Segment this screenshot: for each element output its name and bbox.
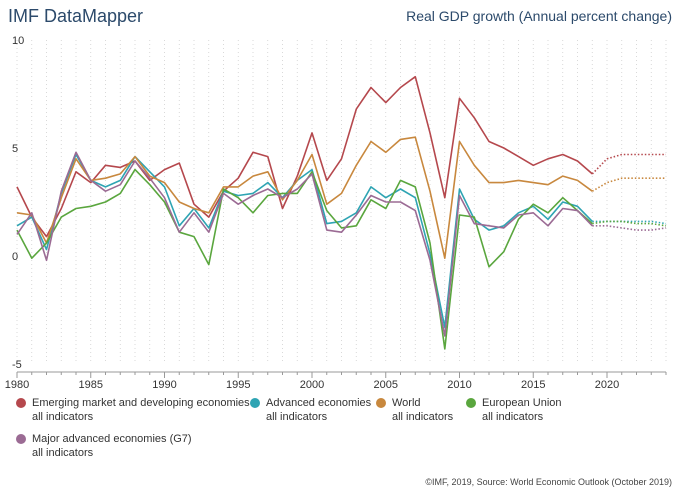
legend-label-eu: European Union (482, 397, 562, 409)
x-tick-label-1980: 1980 (5, 379, 29, 391)
legend-sub-emerging: all indicators (32, 411, 94, 423)
series-forecast-4 (592, 225, 667, 231)
x-tick-label-2010: 2010 (447, 379, 471, 391)
legend-dot-g7 (16, 434, 26, 444)
legend-sub-g7: all indicators (32, 447, 94, 459)
x-tick-label-2015: 2015 (521, 379, 545, 391)
legend-label-world: World (392, 397, 421, 409)
legend-sub-advanced: all indicators (266, 411, 328, 423)
legend-dot-advanced (250, 398, 260, 408)
x-tick-label-1985: 1985 (79, 379, 103, 391)
legend-sub-world: all indicators (392, 411, 454, 423)
chart-title: Real GDP growth (Annual percent change) (406, 8, 672, 24)
x-tick-label-2020: 2020 (595, 379, 619, 391)
legend-dot-eu (466, 398, 476, 408)
y-tick-label-10: 10 (12, 35, 24, 47)
series-line-2 (16, 136, 593, 260)
legend-label-emerging: Emerging market and developing economies (32, 397, 250, 409)
y-tick-label-5: 5 (12, 143, 18, 155)
legend-dot-emerging (16, 398, 26, 408)
x-tick-label-2000: 2000 (300, 379, 324, 391)
legend-label-g7: Major advanced economies (G7) (32, 433, 192, 445)
legend-label-advanced: Advanced economies (266, 397, 372, 409)
series-forecast-0 (591, 153, 666, 175)
series-forecast-2 (591, 177, 666, 192)
legend-dot-world (376, 398, 386, 408)
y-tick-label--5: -5 (12, 359, 22, 371)
legend-sub-eu: all indicators (482, 411, 544, 423)
y-tick-label-0: 0 (12, 251, 18, 263)
legend-item-eu[interactable]: European Union all indicators (466, 396, 562, 424)
series-line-0 (16, 75, 593, 238)
series-line-3 (16, 168, 593, 350)
legend-item-world[interactable]: World all indicators (376, 396, 453, 424)
legend-item-emerging[interactable]: Emerging market and developing economies… (16, 396, 250, 424)
legend-item-g7[interactable]: Major advanced economies (G7) all indicat… (16, 432, 192, 460)
x-tick-label-1995: 1995 (226, 379, 250, 391)
x-tick-label-1990: 1990 (152, 379, 176, 391)
x-tick-label-2005: 2005 (374, 379, 398, 391)
series-line-4 (16, 151, 593, 337)
chart-legend: Emerging market and developing economies… (12, 396, 672, 466)
legend-item-advanced[interactable]: Advanced economies all indicators (250, 396, 371, 424)
series-line-1 (16, 153, 593, 329)
source-note: ©IMF, 2019, Source: World Economic Outlo… (425, 477, 672, 487)
brand-title: IMF DataMapper (8, 6, 144, 26)
